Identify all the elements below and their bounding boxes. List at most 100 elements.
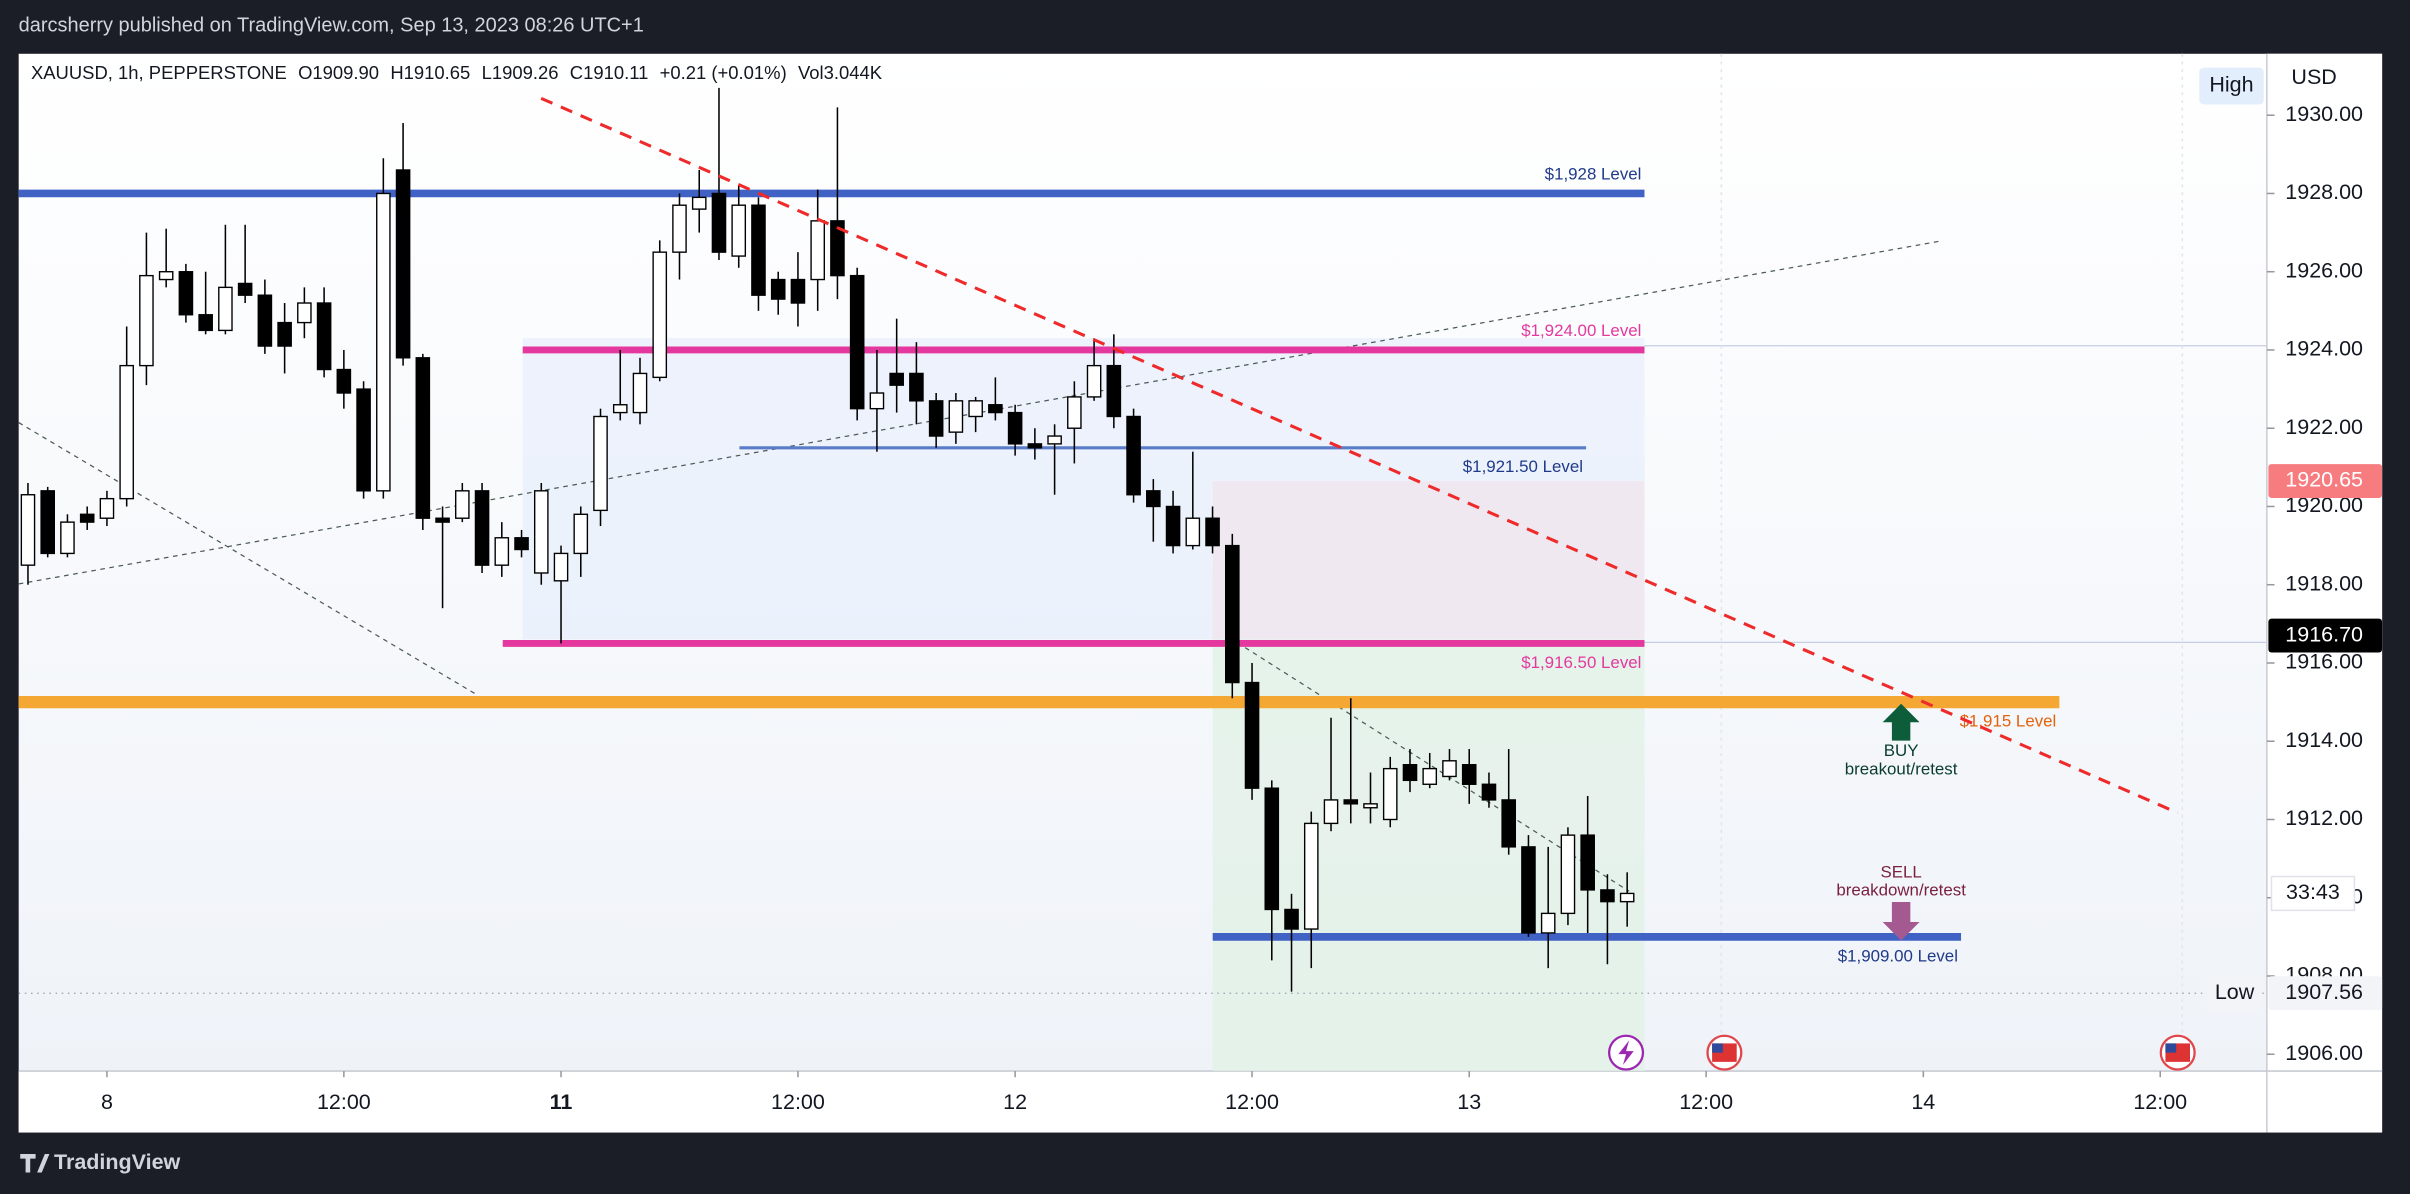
low-name: Low: [2215, 980, 2255, 1004]
candle-body: [1363, 803, 1378, 809]
candle-body: [1165, 505, 1181, 547]
level-label: $1,928 Level: [1545, 164, 1642, 183]
candle-body: [731, 204, 747, 257]
candle-body: [1027, 443, 1043, 449]
event-icon-glyph: [1618, 1040, 1634, 1065]
trend-line: [18, 240, 1940, 585]
y-tick-label: 1916.00: [2285, 650, 2363, 674]
volume: Vol3.044K: [798, 62, 883, 83]
flag: [2165, 1043, 2177, 1053]
price-tag-label: 1907.56: [2285, 980, 2363, 1004]
candle-body: [612, 404, 628, 414]
high: H1910.65: [390, 62, 470, 83]
candle-body: [277, 321, 292, 347]
candle-body: [1225, 544, 1240, 684]
x-tick-label: 12: [1003, 1090, 1027, 1114]
candle-body: [1303, 822, 1319, 930]
y-tick-label: 1930.00: [2285, 102, 2363, 126]
y-tick-label: 1928.00: [2285, 180, 2363, 204]
candle-body: [514, 537, 529, 551]
x-tick-label: 12:00: [1679, 1090, 1733, 1114]
y-tick-label: 1926.00: [2285, 258, 2363, 282]
candle-body: [553, 552, 569, 582]
candle-body: [1323, 799, 1339, 825]
candle-body: [928, 400, 944, 437]
candle-body: [1086, 364, 1102, 398]
change: +0.21 (+0.01%): [660, 62, 787, 83]
sell-note: breakdown/retest: [1836, 881, 1966, 900]
buy-label: BUY: [1884, 741, 1919, 760]
candle-body: [1067, 396, 1082, 429]
published-by: darcsherry published on TradingView.com,…: [19, 14, 644, 36]
candle-body: [1461, 764, 1477, 785]
candle-body: [79, 513, 95, 523]
flag: [1712, 1043, 1723, 1053]
candle-body: [1047, 435, 1062, 445]
countdown: 33:43: [2286, 880, 2340, 904]
high-badge: [2199, 67, 2264, 105]
candle-body: [316, 302, 332, 371]
candle-body: [1244, 681, 1260, 789]
price-tag-label: 1920.65: [2285, 468, 2363, 492]
candle-body: [455, 490, 470, 519]
candle-body: [1382, 767, 1398, 821]
level-label: $1,916.50 Level: [1521, 653, 1641, 672]
candle-body: [830, 220, 845, 277]
candle-body: [1540, 912, 1556, 934]
candle-body: [1185, 517, 1201, 547]
candle-body: [1619, 892, 1635, 903]
candle-body: [889, 372, 904, 386]
candle-body: [435, 517, 450, 523]
countdown-box: [2270, 875, 2356, 912]
price-tag: [2268, 976, 2383, 1011]
candle-body: [593, 415, 608, 512]
candle-body: [948, 400, 964, 433]
candle-body: [751, 204, 766, 296]
candle-body: [652, 251, 668, 379]
candle-body: [139, 274, 154, 367]
candle-body: [237, 282, 253, 296]
candle-body: [40, 490, 56, 555]
low-badge: [2206, 976, 2263, 1011]
candle-body: [218, 286, 233, 332]
high-label: High: [2209, 73, 2253, 97]
candle-body: [1560, 834, 1576, 915]
candle-body: [988, 404, 1003, 414]
candle-body: [810, 220, 825, 281]
x-tick-label: 12:00: [771, 1090, 825, 1114]
candle-body: [415, 357, 431, 519]
time-axis: [18, 1071, 2383, 1133]
candle-body: [711, 192, 727, 253]
x-tick-label: 12:00: [317, 1090, 371, 1114]
candle-body: [909, 372, 924, 402]
candle-body: [1481, 783, 1497, 801]
y-tick-label: 1924.00: [2285, 337, 2363, 361]
candle-body: [336, 368, 352, 394]
candle-body: [573, 513, 589, 555]
candle-body: [1146, 490, 1161, 508]
x-tick-label: 12:00: [1225, 1090, 1279, 1114]
candle-body: [691, 196, 707, 210]
x-tick-label: 11: [550, 1090, 573, 1114]
y-tick-label: 1906.00: [2285, 1041, 2363, 1065]
candle-body: [198, 314, 213, 332]
x-tick-label: 14: [1911, 1090, 1935, 1114]
candle-body: [158, 271, 174, 281]
y-tick-label: 1912.00: [2285, 806, 2363, 830]
candle-body: [1264, 787, 1280, 911]
candle-body: [60, 521, 75, 555]
candle-body: [1007, 411, 1023, 445]
level-label: $1,924.00 Level: [1521, 321, 1641, 340]
symbol: XAUUSD, 1h, PEPPERSTONE: [31, 62, 287, 83]
candle-body: [376, 192, 391, 492]
close: C1910.11: [570, 62, 649, 83]
candle-body: [178, 271, 194, 316]
price-tag-label: 1916.70: [2285, 622, 2363, 646]
candle-body: [1600, 889, 1615, 903]
low: L1909.26: [482, 62, 559, 83]
level-label: $1,909.00 Level: [1838, 946, 1958, 965]
candle-body: [20, 494, 36, 566]
candle-body: [1402, 764, 1418, 782]
currency[interactable]: USD: [2291, 65, 2336, 89]
candle-body: [494, 537, 510, 566]
